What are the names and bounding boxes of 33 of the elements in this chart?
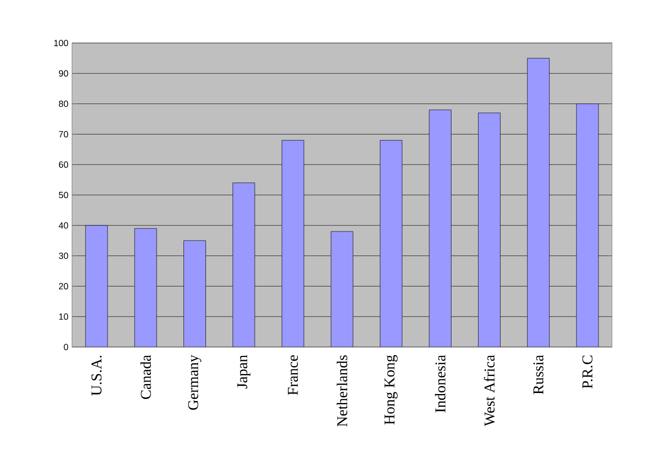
x-tick-label: Russia — [533, 354, 544, 394]
bar — [330, 231, 354, 347]
bar — [232, 182, 256, 347]
x-tick-label: Hong Kong — [384, 355, 398, 424]
y-tick-label: 80 — [58, 100, 68, 107]
bar — [380, 140, 402, 347]
y-tick-label: 30 — [58, 252, 68, 259]
bar — [85, 225, 108, 347]
x-tick-label: Netherlands — [336, 355, 348, 427]
bar — [478, 112, 500, 347]
y-tick-label: 100 — [54, 40, 68, 46]
y-tick-label: 10 — [59, 313, 68, 320]
bar — [428, 110, 452, 347]
x-tick-label: P.R.C — [582, 356, 593, 388]
x-tick-label: West Africa — [484, 354, 495, 426]
x-tick-label: Germany — [188, 354, 202, 410]
bar — [134, 228, 157, 347]
x-tick-label: U.S.A. — [91, 356, 102, 396]
bar — [527, 58, 550, 347]
bar — [184, 240, 206, 347]
y-tick-label: 90 — [58, 70, 68, 77]
y-tick-label: 60 — [58, 161, 68, 168]
x-tick-label: Japan — [237, 354, 250, 388]
x-tick-label: France — [288, 355, 298, 395]
x-tick-label: Indonesia — [434, 354, 446, 412]
x-tick-label: Canada — [140, 354, 151, 399]
y-tick-label: 40 — [58, 222, 68, 229]
bar — [282, 140, 304, 347]
y-tick-label: 0 — [64, 344, 68, 350]
y-tick-label: 50 — [58, 192, 68, 198]
y-tick-label: 20 — [58, 283, 68, 290]
bar — [576, 104, 599, 347]
y-tick-label: 70 — [58, 131, 68, 138]
